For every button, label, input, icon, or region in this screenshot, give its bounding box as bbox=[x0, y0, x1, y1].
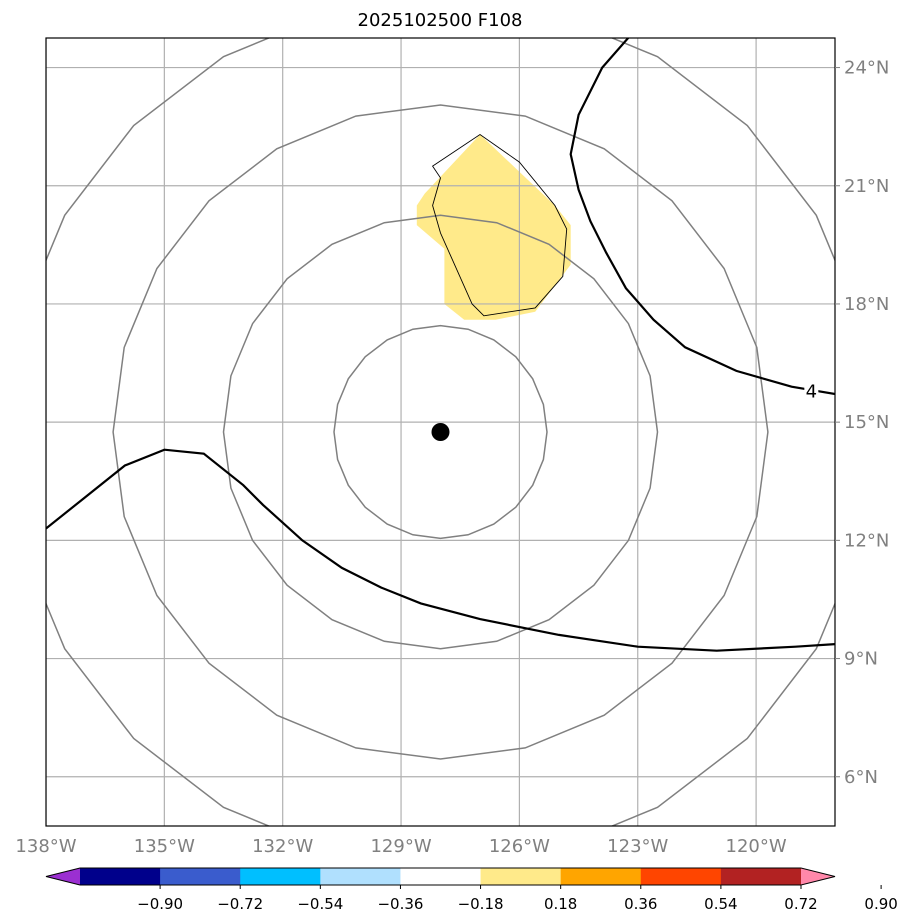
thin-contour bbox=[431, 133, 568, 317]
x-tick-label: 129°W bbox=[370, 836, 431, 857]
colorbar-segment bbox=[480, 868, 562, 885]
colorbar-segment bbox=[560, 868, 642, 885]
colorbar-tick-label: −0.18 bbox=[458, 895, 504, 913]
map-content: 4 bbox=[46, 38, 835, 826]
plot-frame bbox=[45, 37, 836, 827]
colorbar-segment bbox=[240, 868, 321, 885]
x-tick-label: 138°W bbox=[15, 836, 76, 857]
colorbar-tick-label: 0.54 bbox=[704, 895, 737, 913]
y-tick-label: 6°N bbox=[844, 767, 878, 788]
colorbar-tick-label: −0.36 bbox=[377, 895, 423, 913]
storm-center-dot bbox=[431, 423, 450, 441]
x-tick-label: 135°W bbox=[134, 836, 195, 857]
colorbar-extend-high bbox=[801, 868, 835, 885]
y-tick-label: 12°N bbox=[844, 530, 889, 551]
y-tick-label: 18°N bbox=[844, 294, 889, 315]
y-tick-label: 21°N bbox=[844, 176, 889, 197]
colorbar-tick-label: 0.90 bbox=[864, 895, 897, 913]
chart-title: 2025102500 F108 bbox=[358, 10, 523, 31]
colorbar-tick-label: 0.36 bbox=[624, 895, 657, 913]
y-tick-label: 9°N bbox=[844, 649, 878, 670]
range-ring bbox=[46, 38, 835, 826]
colorbar-extend-low bbox=[46, 868, 80, 885]
range-ring bbox=[112, 104, 769, 760]
shaded-region bbox=[416, 134, 571, 320]
y-tick-label: 24°N bbox=[844, 58, 889, 79]
range-ring bbox=[333, 324, 548, 540]
colorbar-segment bbox=[400, 868, 482, 885]
colorbar-segment bbox=[720, 868, 802, 885]
x-tick-label: 120°W bbox=[726, 836, 787, 857]
colorbar-tick-label: 0.18 bbox=[544, 895, 577, 913]
colorbar-segment bbox=[640, 868, 722, 885]
plot-area: 4 bbox=[46, 38, 835, 826]
x-tick-label: 123°W bbox=[607, 836, 668, 857]
x-tick-label: 132°W bbox=[252, 836, 313, 857]
colorbar-tick-label: −0.54 bbox=[297, 895, 343, 913]
colorbar-segment bbox=[320, 868, 401, 885]
colorbar-tick-label: −0.90 bbox=[137, 895, 183, 913]
contour-line-south bbox=[46, 448, 835, 652]
colorbar-segment bbox=[80, 868, 161, 885]
colorbar-segment bbox=[160, 868, 241, 885]
y-tick-label: 15°N bbox=[844, 412, 889, 433]
x-tick-label: 126°W bbox=[489, 836, 550, 857]
colorbar-tick-label: −0.72 bbox=[217, 895, 263, 913]
contour-line-north bbox=[569, 38, 835, 396]
contour-label-bg bbox=[804, 380, 819, 401]
colorbar-outline bbox=[45, 867, 836, 886]
axes: 138°W 135°W 132°W 129°W 126°W 123°W 120°W 24°N 2… bbox=[15, 37, 889, 857]
range-ring bbox=[222, 214, 659, 650]
colorbar: −0.90 −0.72 −0.54 −0.36 −0.18 0.18 0.36 0.54 0.7… bbox=[45, 867, 898, 913]
contour-label: 4 bbox=[806, 381, 817, 402]
colorbar-tick-label: 0.72 bbox=[784, 895, 817, 913]
